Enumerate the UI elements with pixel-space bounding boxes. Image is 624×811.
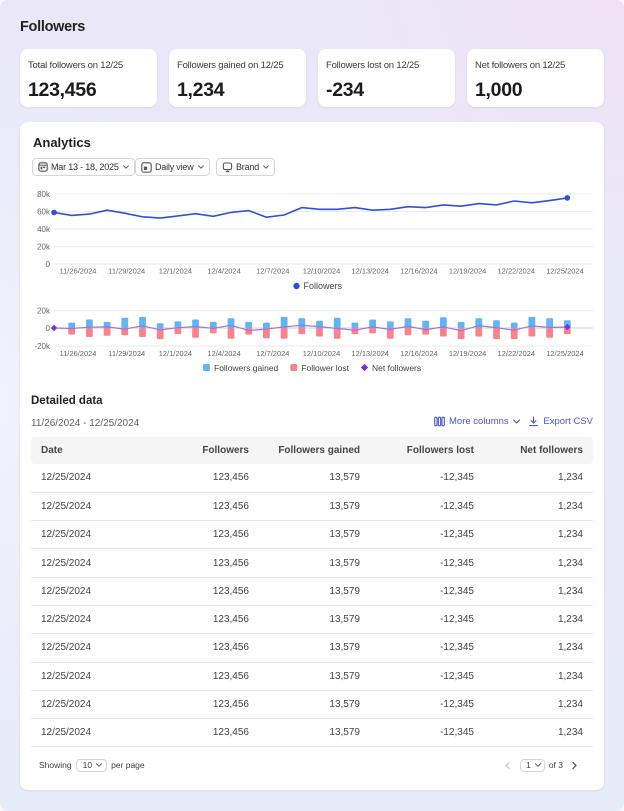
svg-text:11/26/2024: 11/26/2024: [60, 349, 97, 358]
svg-text:Follower lost: Follower lost: [301, 363, 349, 373]
svg-text:12/25/2024: 12/25/2024: [546, 267, 584, 276]
svg-text:12/4/2024: 12/4/2024: [207, 267, 240, 276]
svg-text:12/19/2024: 12/19/2024: [449, 267, 487, 276]
svg-text:12/4/2024: 12/4/2024: [207, 349, 240, 358]
svg-text:0: 0: [46, 260, 51, 269]
svg-text:11/26/2024: 11/26/2024: [60, 267, 97, 276]
svg-text:20k: 20k: [37, 307, 51, 316]
svg-text:12/22/2024: 12/22/2024: [498, 349, 536, 358]
svg-text:12/1/2024: 12/1/2024: [159, 349, 192, 358]
svg-text:12/22/2024: 12/22/2024: [498, 267, 536, 276]
svg-text:Followers gained: Followers gained: [214, 363, 279, 373]
svg-text:12/7/2024: 12/7/2024: [256, 267, 289, 276]
svg-text:12/13/2024: 12/13/2024: [351, 267, 389, 276]
svg-text:12/1/2024: 12/1/2024: [159, 267, 192, 276]
svg-text:12/19/2024: 12/19/2024: [449, 349, 487, 358]
svg-text:0: 0: [46, 324, 51, 333]
svg-text:40k: 40k: [37, 225, 51, 234]
svg-text:12/25/2024: 12/25/2024: [546, 349, 584, 358]
svg-text:11/29/2024: 11/29/2024: [108, 349, 145, 358]
svg-text:20k: 20k: [37, 243, 51, 252]
svg-text:Followers: Followers: [304, 281, 343, 291]
svg-text:11/29/2024: 11/29/2024: [108, 267, 145, 276]
svg-text:12/13/2024: 12/13/2024: [351, 349, 389, 358]
svg-text:60k: 60k: [37, 208, 51, 217]
svg-text:80k: 80k: [37, 190, 51, 199]
svg-text:12/10/2024: 12/10/2024: [303, 349, 341, 358]
svg-text:12/16/2024: 12/16/2024: [400, 267, 438, 276]
svg-text:-20k: -20k: [34, 342, 51, 351]
svg-text:12/7/2024: 12/7/2024: [256, 349, 289, 358]
svg-text:12/10/2024: 12/10/2024: [303, 267, 341, 276]
svg-text:Net followers: Net followers: [372, 363, 421, 373]
svg-text:12/16/2024: 12/16/2024: [400, 349, 438, 358]
